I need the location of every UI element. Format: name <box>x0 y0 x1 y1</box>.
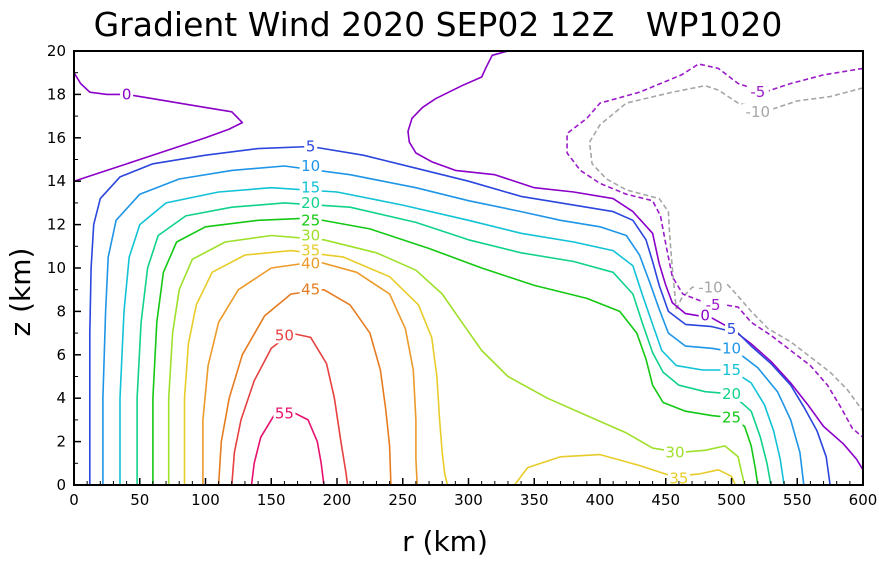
x-tick-label: 400 <box>586 491 615 509</box>
y-tick-label: 16 <box>47 129 66 147</box>
y-tick-label: 20 <box>47 42 66 60</box>
contour-label-bg <box>299 194 322 211</box>
contour-label: 25 <box>722 409 741 427</box>
x-axis-label: r (km) <box>402 525 488 558</box>
contour-label: -5 <box>750 83 765 101</box>
contour-label: 10 <box>722 339 741 357</box>
x-tick-label: 0 <box>69 491 79 509</box>
contour-line-5 <box>89 145 831 486</box>
contour-label-bg <box>694 279 726 296</box>
y-tick-label: 18 <box>47 85 66 103</box>
x-tick-label: 450 <box>651 491 680 509</box>
contour-line-10 <box>102 165 805 486</box>
contour-line-45 <box>217 288 392 486</box>
contour-label: 45 <box>301 281 320 299</box>
contour-label: 0 <box>700 307 710 325</box>
x-tick-label: 550 <box>783 491 812 509</box>
y-tick-label: 4 <box>56 389 66 407</box>
contour-label: 30 <box>301 226 320 244</box>
y-tick-label: 14 <box>47 172 66 190</box>
contour-line-15 <box>119 186 785 486</box>
contour-label-bg <box>299 158 322 175</box>
contour-label-bg <box>746 84 769 101</box>
contour-label-bg <box>720 409 743 426</box>
x-tick-label: 600 <box>849 491 878 509</box>
contour-line-40 <box>202 260 418 486</box>
contour-label-bg <box>720 361 743 378</box>
contour-line-neg10 <box>588 84 864 412</box>
contour-labels: -10-10-5-5005510101515202025253030353540… <box>120 83 774 487</box>
contour-label-bg <box>299 255 322 272</box>
x-tick-label: 350 <box>520 491 549 509</box>
y-tick-label: 0 <box>56 476 66 494</box>
x-tick-label: 50 <box>130 491 149 509</box>
x-tick-label: 150 <box>257 491 286 509</box>
contour-lines <box>73 50 864 486</box>
contour-label: 10 <box>301 157 320 175</box>
y-tick-label: 6 <box>56 346 66 364</box>
contour-label: -10 <box>698 279 723 297</box>
contour-line-30 <box>167 234 746 486</box>
contour-label-bg <box>273 405 296 422</box>
contour-label: 20 <box>722 385 741 403</box>
contour-label-bg <box>299 281 322 298</box>
contour-label-bg <box>273 327 296 344</box>
contour-line-50 <box>231 332 349 486</box>
contour-label: 30 <box>665 443 684 461</box>
contour-line-35 <box>183 249 737 486</box>
x-tick-label: 200 <box>323 491 352 509</box>
contour-label-bg <box>299 242 322 259</box>
contour-label: 5 <box>727 320 737 338</box>
y-axis-label: z (km) <box>4 248 37 337</box>
contour-label: 40 <box>301 255 320 273</box>
y-axis-ticks: 0 2 4 6 8 10 12 14 16 18 20 <box>47 42 81 494</box>
x-tick-label: 500 <box>717 491 746 509</box>
contour-label-bg <box>742 103 774 120</box>
y-tick-label: 12 <box>47 216 66 234</box>
contour-label-bg <box>299 227 322 244</box>
contour-label: 0 <box>122 85 132 103</box>
contour-line-neg5 <box>566 63 864 438</box>
contour-label: -10 <box>746 103 771 121</box>
contour-label: 35 <box>669 469 688 487</box>
contour-label-bg <box>698 307 712 324</box>
contour-label: 15 <box>722 361 741 379</box>
contour-label: 55 <box>275 404 294 422</box>
contour-line-0 <box>73 50 864 471</box>
contour-label: 5 <box>306 137 316 155</box>
contour-label-bg <box>120 86 134 103</box>
contour-label-bg <box>299 179 322 196</box>
contour-label-bg <box>304 138 318 155</box>
y-tick-label: 10 <box>47 259 66 277</box>
x-axis-ticks: 0 50 100 150 200 250 300 350 400 450 500 550 600 <box>69 478 877 509</box>
x-tick-label: 300 <box>454 491 483 509</box>
contour-label-bg <box>725 320 738 337</box>
contour-label-bg <box>663 444 686 461</box>
contour-label-bg <box>720 385 743 402</box>
contour-label: 50 <box>275 326 294 344</box>
x-tick-label: 100 <box>191 491 220 509</box>
x-tick-label: 250 <box>388 491 417 509</box>
contour-label: 15 <box>301 179 320 197</box>
y-tick-label: 8 <box>56 302 66 320</box>
contour-label-bg <box>299 212 322 229</box>
contour-label: 25 <box>301 211 320 229</box>
contour-label: 20 <box>301 194 320 212</box>
contour-label: 35 <box>301 242 320 260</box>
y-tick-label: 2 <box>56 433 66 451</box>
chart-title: Gradient Wind 2020 SEP02 12Z WP1020 <box>94 5 783 44</box>
contour-label-bg <box>667 470 690 487</box>
contour-label-bg <box>720 340 743 357</box>
